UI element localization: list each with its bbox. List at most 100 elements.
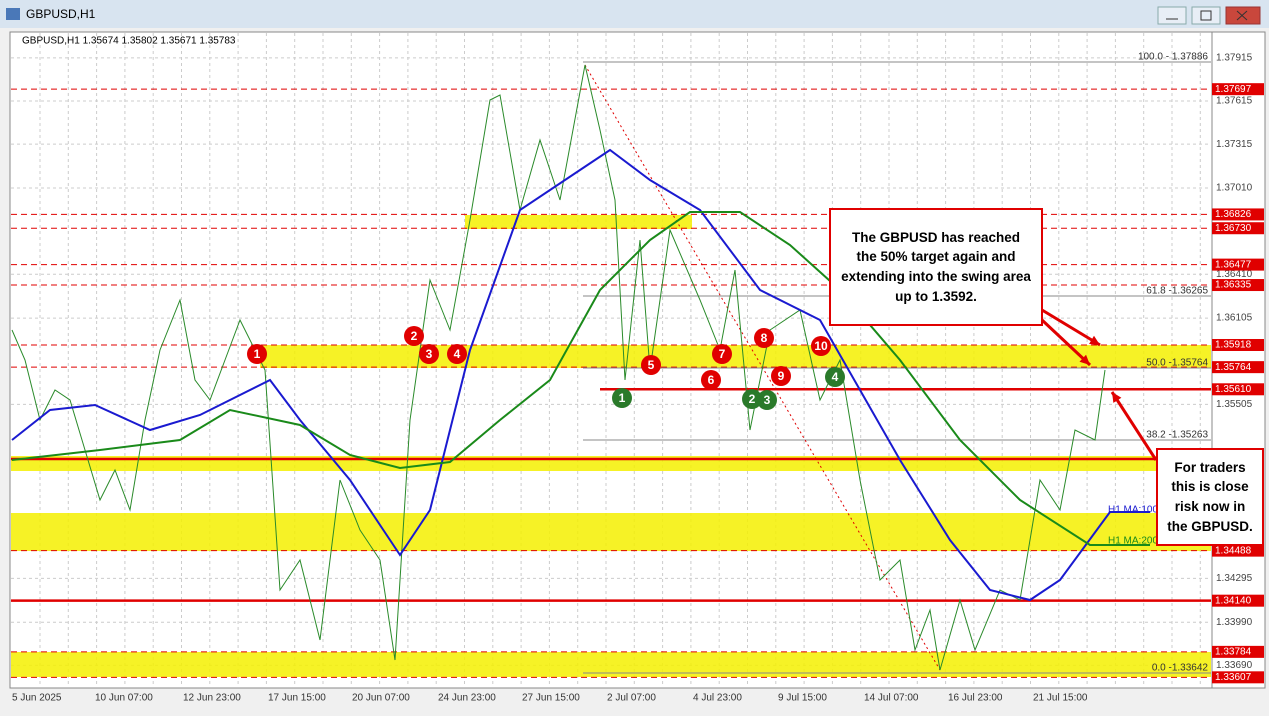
marker-label: 7 bbox=[719, 347, 726, 361]
app-icon bbox=[6, 8, 20, 20]
date-label: 20 Jun 07:00 bbox=[352, 693, 410, 704]
level-tag bbox=[1212, 383, 1264, 396]
marker bbox=[447, 344, 467, 364]
yellow-zone bbox=[11, 513, 1211, 551]
marker-label: 4 bbox=[454, 347, 461, 361]
fib-label: 100.0 - 1.37886 bbox=[1138, 52, 1208, 63]
price-label: 1.37315 bbox=[1216, 139, 1253, 150]
fib-label: 0.0 -1.33642 bbox=[1152, 663, 1209, 674]
arrow-head bbox=[1112, 392, 1122, 403]
price-label: 1.37615 bbox=[1216, 96, 1253, 107]
price-label: 1.35505 bbox=[1216, 399, 1253, 410]
marker bbox=[742, 389, 762, 409]
marker-label: 1 bbox=[619, 391, 626, 405]
marker bbox=[757, 390, 777, 410]
marker bbox=[712, 344, 732, 364]
date-label: 24 Jun 23:00 bbox=[438, 693, 496, 704]
date-label: 16 Jul 23:00 bbox=[948, 693, 1003, 704]
price-label: 1.33990 bbox=[1216, 617, 1253, 628]
minimize-button[interactable] bbox=[1157, 6, 1187, 25]
level-tag bbox=[1212, 361, 1264, 374]
level-tag bbox=[1212, 338, 1264, 351]
level-label: 1.36826 bbox=[1215, 209, 1252, 220]
marker-label: 3 bbox=[764, 393, 771, 407]
marker-label: 2 bbox=[749, 392, 756, 406]
arrow bbox=[1110, 391, 1158, 461]
marker-label: 1 bbox=[254, 347, 261, 361]
level-tag bbox=[1212, 594, 1264, 607]
level-tag bbox=[1212, 279, 1264, 292]
price-label: 1.36105 bbox=[1216, 313, 1253, 324]
price-label: 1.37010 bbox=[1216, 183, 1253, 194]
marker bbox=[771, 366, 791, 386]
window-title: GBPUSD,H1 bbox=[26, 7, 96, 21]
marker bbox=[247, 344, 267, 364]
date-label: 14 Jul 07:00 bbox=[864, 693, 919, 704]
ma-label: H1 MA:100 bbox=[1108, 505, 1158, 516]
maximize-button[interactable] bbox=[1191, 6, 1221, 25]
price-label: 1.34295 bbox=[1216, 573, 1253, 584]
price-label: 1.36410 bbox=[1216, 269, 1253, 280]
annotation: The GBPUSD has reached the 50% target ag… bbox=[829, 208, 1043, 326]
price-label: 1.33690 bbox=[1216, 660, 1253, 671]
marker-label: 4 bbox=[832, 370, 839, 384]
marker bbox=[825, 367, 845, 387]
fib-label: 61.8 -1.36265 bbox=[1146, 286, 1208, 297]
marker bbox=[404, 326, 424, 346]
level-label: 1.33607 bbox=[1215, 672, 1252, 683]
level-label: 1.36477 bbox=[1215, 259, 1252, 270]
marker bbox=[701, 370, 721, 390]
level-label: 1.37697 bbox=[1215, 84, 1252, 95]
level-label: 1.36335 bbox=[1215, 280, 1252, 291]
arrow-head bbox=[1089, 335, 1100, 345]
date-label: 27 Jun 15:00 bbox=[522, 693, 580, 704]
date-label: 2 Jul 07:00 bbox=[607, 693, 656, 704]
marker-label: 3 bbox=[426, 347, 433, 361]
fib-label: 50.0 -1.35764 bbox=[1146, 358, 1208, 369]
ma-100 bbox=[11, 148, 1150, 602]
level-label: 1.34140 bbox=[1215, 595, 1252, 606]
marker bbox=[419, 344, 439, 364]
marker-label: 6 bbox=[708, 373, 715, 387]
level-label: 1.36730 bbox=[1215, 223, 1252, 234]
level-tag bbox=[1212, 671, 1264, 684]
date-label: 17 Jun 15:00 bbox=[268, 693, 326, 704]
arrow-head bbox=[1079, 354, 1090, 365]
level-label: 1.35610 bbox=[1215, 384, 1252, 395]
window-button-icons bbox=[1166, 10, 1248, 21]
level-label: 1.35764 bbox=[1215, 362, 1252, 373]
marker bbox=[754, 328, 774, 348]
level-tag bbox=[1212, 222, 1264, 235]
level-tag bbox=[1212, 83, 1264, 96]
price-path bbox=[11, 64, 1106, 671]
annotation: For traders this is close risk now in th… bbox=[1156, 448, 1264, 546]
marker-label: 9 bbox=[778, 369, 785, 383]
level-label: 1.34488 bbox=[1215, 545, 1252, 556]
price-label: 1.37915 bbox=[1216, 52, 1253, 63]
date-label: 21 Jul 15:00 bbox=[1033, 693, 1088, 704]
marker-label: 10 bbox=[814, 339, 828, 353]
price-axis bbox=[1211, 31, 1266, 689]
marker-label: 8 bbox=[761, 331, 768, 345]
ma-200 bbox=[11, 211, 1150, 546]
date-label: 9 Jul 15:00 bbox=[778, 693, 827, 704]
yellow-zone bbox=[465, 215, 692, 229]
yellow-zone bbox=[260, 345, 1211, 368]
marker bbox=[641, 355, 661, 375]
close-button[interactable] bbox=[1225, 6, 1261, 25]
title-bar bbox=[0, 0, 1269, 28]
marker-label: 2 bbox=[411, 329, 418, 343]
level-label: 1.35918 bbox=[1215, 340, 1252, 351]
arrow bbox=[1041, 308, 1101, 347]
chart-info: GBPUSD,H1 1.35674 1.35802 1.35671 1.3578… bbox=[22, 36, 236, 47]
level-tag bbox=[1212, 208, 1264, 221]
date-label: 5 Jun 2025 bbox=[12, 693, 62, 704]
marker-label: 5 bbox=[648, 358, 655, 372]
date-label: 4 Jul 23:00 bbox=[693, 693, 742, 704]
level-label: 1.33784 bbox=[1215, 647, 1252, 658]
date-label: 10 Jun 07:00 bbox=[95, 693, 153, 704]
level-tag bbox=[1212, 645, 1264, 658]
date-label: 12 Jun 23:00 bbox=[183, 693, 241, 704]
arrow bbox=[1040, 318, 1092, 367]
ma-label: H1 MA:200 bbox=[1108, 536, 1158, 547]
